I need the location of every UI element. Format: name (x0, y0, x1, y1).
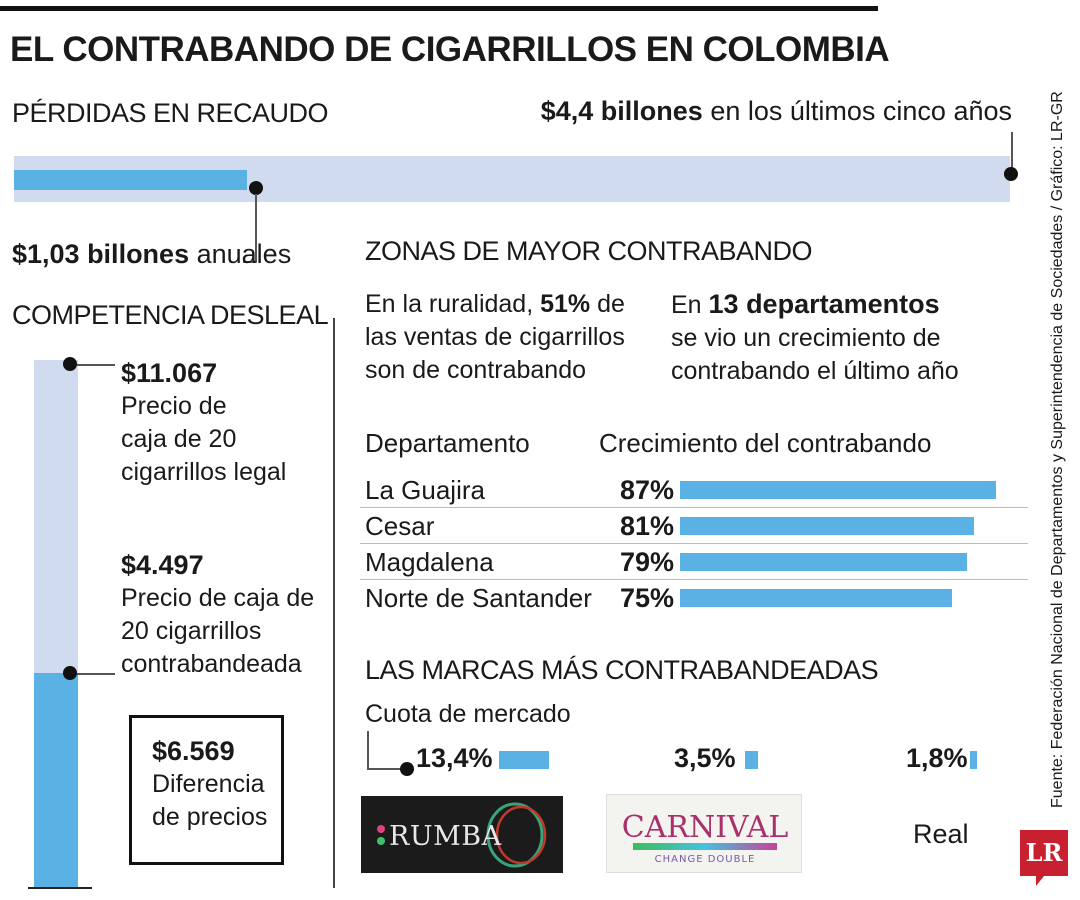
perdidas-annual-bar (14, 170, 247, 190)
growth-value-label: 87% (620, 475, 675, 505)
growth-row: Cesar 81% (360, 508, 1028, 544)
price-difference-line2: de precios (152, 803, 268, 831)
brand-share-bar (499, 751, 549, 769)
total-leader-line (1011, 132, 1013, 174)
contraband-price-line2: 20 cigarrillos (121, 617, 262, 645)
contraband-price-dot (63, 666, 77, 680)
rumba-logo: RUMBA (361, 796, 563, 873)
contraband-price-bar (34, 673, 78, 887)
contraband-price-line3: contrabandeada (121, 650, 302, 678)
brand-share-bar (970, 751, 977, 769)
growth-dept-name: Cesar (365, 511, 435, 541)
legal-price-leader (77, 364, 115, 366)
lr-logo: LR (1020, 830, 1068, 876)
perdidas-heading: PÉRDIDAS EN RECAUDO (12, 98, 329, 128)
legal-price-line1: Precio de (121, 392, 227, 420)
growth-row: Norte de Santander 75% (360, 580, 1028, 616)
rural-stat-value: 51% (540, 290, 591, 318)
growth-dept-name: Norte de Santander (365, 583, 592, 613)
top-rule (0, 6, 878, 11)
share-leader-horizontal (367, 768, 407, 770)
carnival-logo-subtext: CHANGE DOUBLE (655, 854, 756, 865)
legal-price-dot (63, 357, 77, 371)
contraband-price-value: $4.497 (121, 550, 204, 580)
perdidas-total-value: $4,4 billones (540, 96, 703, 126)
contraband-price-line1: Precio de caja de (121, 584, 315, 612)
annual-leader-line (255, 194, 257, 262)
growth-table: La Guajira 87% Cesar 81% Magdalena 79% Norte d… (360, 472, 1028, 620)
annual-marker-dot (249, 181, 263, 195)
competencia-heading: COMPETENCIA DESLEAL (12, 300, 329, 330)
price-baseline (28, 887, 92, 889)
col-header-dept: Departamento (365, 428, 530, 458)
perdidas-annual-value: $1,03 billones (12, 239, 190, 269)
brand-share-label: 1,8% (906, 743, 968, 773)
growth-dept-name: Magdalena (365, 547, 494, 577)
zonas-heading: ZONAS DE MAYOR CONTRABANDO (365, 236, 813, 266)
page-title: EL CONTRABANDO DE CIGARRILLOS EN COLOMBI… (10, 30, 890, 69)
brand-share-label: 3,5% (674, 743, 736, 773)
rural-stat-line3: son de contrabando (365, 356, 587, 384)
source-note: Fuente: Federación Nacional de Departame… (1049, 91, 1066, 808)
col-header-growth: Crecimiento del contrabando (599, 428, 932, 458)
perdidas-annual-caption: anuales (196, 239, 292, 269)
growth-value-label: 75% (620, 583, 675, 613)
carnival-logo-text: CARNIVAL (622, 810, 789, 845)
total-marker-dot (1004, 167, 1018, 181)
legal-price-value: $11.067 (121, 358, 218, 388)
dept-stat-value: 13 departamentos (708, 289, 940, 319)
growth-value-label: 79% (620, 547, 675, 577)
share-leader-dot (400, 762, 414, 776)
dept-stat-text-a: En (671, 291, 709, 319)
rural-stat-block: En la ruralidad, 51% de las ventas de ci… (365, 288, 625, 387)
growth-row: La Guajira 87% (360, 472, 1028, 508)
perdidas-total-caption: en los últimos cinco años (710, 96, 1012, 126)
growth-value-label: 81% (620, 511, 675, 541)
annual-leader-tick (243, 261, 255, 263)
growth-dept-name: La Guajira (365, 475, 485, 505)
dept-stat-block: En 13 departamentos se vio un crecimient… (671, 288, 959, 388)
growth-bar (680, 517, 974, 535)
dept-stat-line1: En 13 departamentos (671, 288, 959, 322)
column-divider (333, 318, 335, 888)
growth-bar (680, 553, 967, 571)
contraband-price-block: $4.497 Precio de caja de 20 cigarrillos … (121, 549, 314, 681)
carnival-logo: CARNIVAL CHANGE DOUBLE (606, 794, 802, 873)
share-leader-vertical (367, 731, 369, 769)
growth-row-divider (360, 542, 1028, 544)
growth-bar (680, 589, 952, 607)
real-brand-label: Real (913, 819, 969, 849)
growth-row: Magdalena 79% (360, 544, 1028, 580)
rural-stat-line2: las ventas de cigarrillos (365, 323, 625, 351)
perdidas-total-text: $4,4 billones en los últimos cinco años (541, 95, 1012, 128)
rumba-logo-text: RUMBA (389, 821, 502, 852)
carnival-logo-graphic: CARNIVAL CHANGE DOUBLE (622, 810, 789, 865)
legal-price-line2: caja de 20 (121, 425, 237, 453)
contraband-price-leader (77, 673, 115, 675)
price-difference-line1: Diferencia (152, 770, 265, 798)
rural-stat-line1: En la ruralidad, 51% de (365, 288, 625, 321)
rural-stat-text-c: de (590, 290, 625, 318)
marcas-heading: LAS MARCAS MÁS CONTRABANDEADAS (365, 655, 879, 685)
growth-row-divider (360, 506, 1028, 508)
dept-stat-line3: contrabando el último año (671, 357, 959, 385)
price-difference-box: $6.569 Diferencia de precios (129, 715, 284, 865)
perdidas-annual-text: $1,03 billones anuales (12, 238, 291, 271)
dept-stat-line2: se vio un crecimiento de (671, 324, 941, 352)
legal-price-line3: cigarrillos legal (121, 458, 287, 486)
lr-logo-tail (1036, 876, 1044, 886)
marcas-subheading: Cuota de mercado (365, 700, 571, 728)
price-difference-value: $6.569 (152, 736, 235, 766)
brand-share-bar (745, 751, 758, 769)
legal-price-block: $11.067 Precio de caja de 20 cigarrillos… (121, 357, 286, 489)
growth-bar (680, 481, 996, 499)
growth-row-divider (360, 578, 1028, 580)
rumba-logo-graphic: RUMBA (377, 802, 547, 868)
brand-share-label: 13,4% (416, 743, 493, 773)
rural-stat-text-a: En la ruralidad, (365, 290, 541, 318)
